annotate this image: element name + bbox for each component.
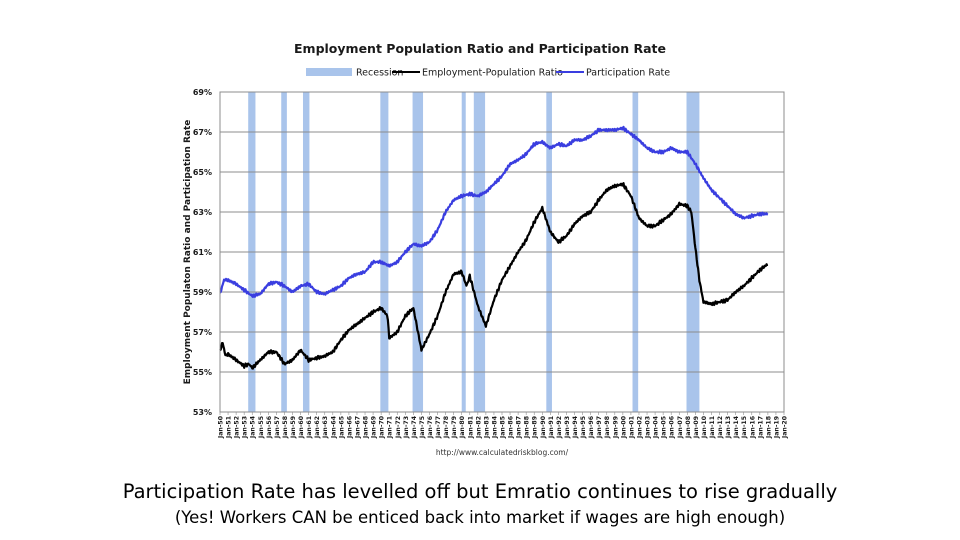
x-tick-label: Jan-50: [218, 415, 225, 439]
series-line-employment-population-ratio: [219, 182, 769, 370]
x-tick-label: Jan-80: [459, 415, 466, 439]
x-tick-label: Jan-90: [540, 415, 547, 439]
x-tick-label: Jan-92: [556, 416, 563, 439]
y-tick-label: 59%: [193, 288, 212, 297]
x-tick-label: Jan-06: [669, 416, 676, 439]
y-tick-label: 53%: [193, 408, 212, 417]
x-tick-label: Jan-02: [636, 416, 643, 439]
x-tick-label: Jan-78: [443, 416, 450, 439]
y-axis-label: Employment Populaton Ratio and Participa…: [183, 120, 193, 385]
legend-label-employment: Employment-Population Ratio: [422, 68, 563, 79]
x-tick-label: Jan-58: [282, 416, 289, 439]
x-tick-label: Jan-82: [475, 416, 482, 439]
x-tick-label: Jan-89: [532, 416, 539, 439]
x-tick-label: Jan-77: [435, 416, 442, 439]
x-tick-label: Jan-54: [250, 415, 257, 439]
x-tick-label: Jan-55: [258, 416, 265, 439]
x-tick-label: Jan-70: [379, 415, 386, 439]
x-tick-label: Jan-05: [661, 416, 668, 439]
x-tick-label: Jan-04: [653, 415, 660, 439]
x-tick-label: Jan-71: [387, 416, 394, 439]
x-tick-label: Jan-93: [564, 416, 571, 439]
x-tick-label: Jan-83: [483, 416, 490, 439]
x-tick-label: Jan-10: [701, 415, 708, 439]
x-tick-label: Jan-16: [749, 416, 756, 439]
x-tick-label: Jan-63: [322, 416, 329, 439]
series-line-participation-rate: [219, 125, 769, 299]
x-tick-label: Jan-72: [395, 416, 402, 439]
x-tick-label: Jan-19: [773, 416, 780, 439]
series-lines: [219, 125, 769, 370]
x-tick-label: Jan-65: [338, 416, 345, 439]
x-tick-label: Jan-18: [765, 416, 772, 439]
x-tick-label: Jan-66: [346, 416, 353, 439]
x-tick-label: Jan-14: [733, 415, 740, 439]
x-tick-label: Jan-12: [717, 416, 724, 439]
x-tick-label: Jan-69: [371, 416, 378, 439]
x-tick-label: Jan-11: [709, 416, 716, 439]
x-tick-label: Jan-86: [508, 416, 515, 439]
legend-swatch-recession: [306, 68, 352, 76]
x-tick-label: Jan-62: [314, 416, 321, 439]
x-tick-label: Jan-15: [741, 416, 748, 439]
x-tick-label: Jan-98: [604, 416, 611, 439]
x-tick-label: Jan-97: [596, 416, 603, 439]
x-tick-label: Jan-57: [274, 416, 281, 439]
y-tick-label: 55%: [193, 368, 212, 377]
x-tick-label: Jan-03: [645, 416, 652, 439]
x-tick-label: Jan-75: [419, 416, 426, 439]
x-tick-label: Jan-94: [572, 415, 579, 439]
x-tick-label: Jan-67: [354, 416, 361, 439]
y-tick-label: 65%: [193, 168, 212, 177]
legend-label-recession: Recession: [356, 68, 403, 79]
x-tick-label: Jan-68: [363, 416, 370, 439]
x-tick-label: Jan-91: [548, 416, 555, 439]
x-tick-label: Jan-74: [411, 415, 418, 439]
legend-label-participation: Participation Rate: [586, 68, 670, 79]
x-tick-label: Jan-56: [266, 416, 273, 439]
chart-title: Employment Population Ratio and Particip…: [294, 41, 666, 56]
x-tick-label: Jan-96: [588, 416, 595, 439]
x-tick-label: Jan-60: [298, 415, 305, 439]
x-tick-label: Jan-88: [524, 416, 531, 439]
legend: Recession Employment-Population Ratio Pa…: [306, 68, 670, 79]
x-tick-label: Jan-85: [500, 416, 507, 439]
caption-sub: (Yes! Workers CAN be enticed back into m…: [174, 508, 786, 527]
x-tick-label: Jan-73: [403, 416, 410, 439]
x-tick-label: Jan-13: [725, 416, 732, 439]
x-tick-label: Jan-17: [757, 416, 764, 439]
x-tick-label: Jan-61: [306, 416, 313, 439]
x-tick-label: Jan-20: [782, 415, 789, 439]
x-tick-label: Jan-87: [516, 416, 523, 439]
axes: 53%55%57%59%61%63%65%67%69%Jan-50 Jan-51 J…: [193, 88, 789, 439]
x-tick-label: Jan-07: [677, 416, 684, 439]
x-tick-label: Jan-09: [693, 416, 700, 439]
y-tick-label: 57%: [193, 328, 212, 337]
x-tick-label: Jan-01: [628, 416, 635, 439]
x-tick-label: Jan-81: [467, 416, 474, 439]
x-tick-label: Jan-59: [290, 416, 297, 439]
x-tick-label: Jan-95: [580, 416, 587, 439]
source-url: http://www.calculatedriskblog.com/: [436, 448, 569, 457]
y-tick-label: 61%: [193, 248, 212, 257]
x-tick-label: Jan-84: [491, 415, 498, 439]
chart: 53%55%57%59%61%63%65%67%69%Jan-50 Jan-51 J…: [183, 41, 789, 457]
x-tick-label: Jan-99: [612, 416, 619, 439]
x-tick-label: Jan-76: [427, 416, 434, 439]
caption-main: Participation Rate has levelled off but …: [122, 480, 838, 503]
y-tick-label: 67%: [193, 128, 212, 137]
x-tick-label: Jan-79: [451, 416, 458, 439]
x-tick-label: Jan-51: [226, 416, 233, 439]
x-tick-label: Jan-53: [242, 416, 249, 439]
y-tick-label: 69%: [193, 88, 212, 97]
y-tick-label: 63%: [193, 208, 212, 217]
x-tick-label: Jan-00: [620, 415, 627, 439]
x-tick-label: Jan-52: [234, 416, 241, 439]
x-tick-label: Jan-64: [330, 415, 337, 439]
x-tick-label: Jan-08: [685, 416, 692, 439]
